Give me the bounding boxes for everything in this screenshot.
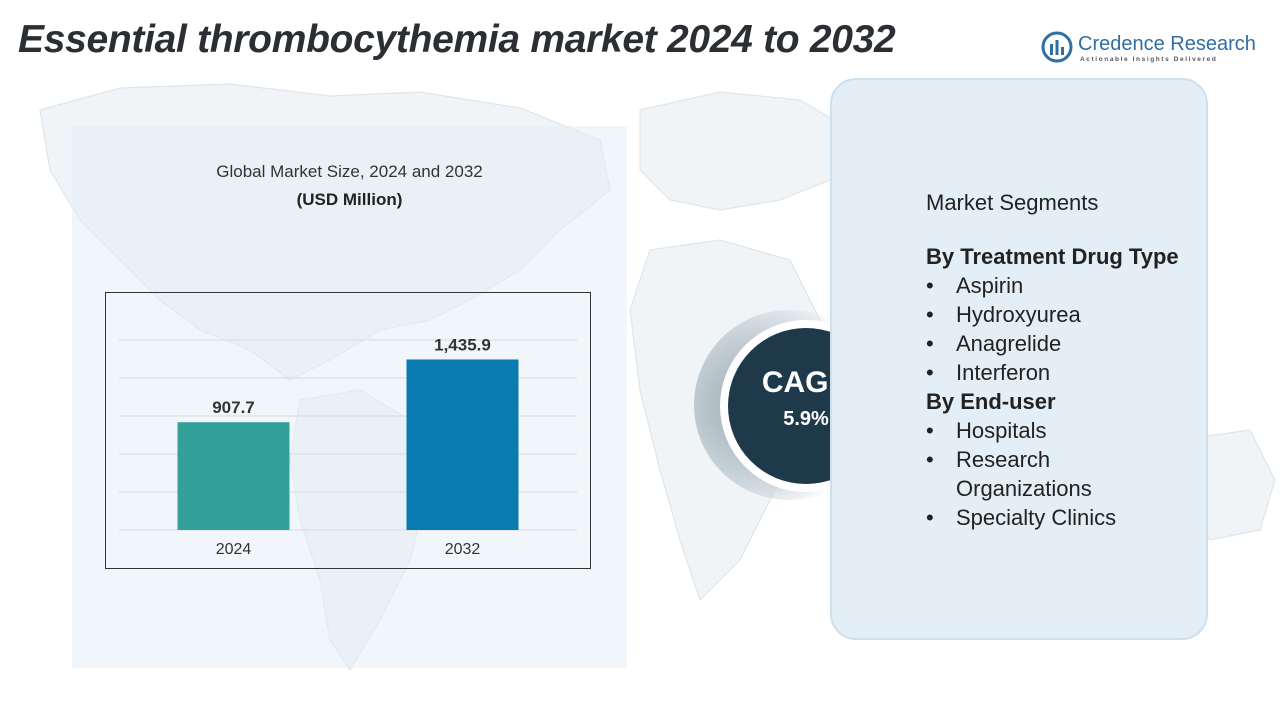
segment-item: Hydroxyurea [926, 300, 1226, 329]
chart-frame [105, 292, 591, 569]
segment-list-end-user: Hospitals Research Organizations Special… [926, 416, 1226, 532]
brand-logo: Credence Research Actionable Insights De… [1040, 30, 1270, 70]
page-title: Essential thrombocythemia market 2024 to… [18, 18, 896, 61]
segment-item: Anagrelide [926, 329, 1226, 358]
cagr-value: 5.9% [783, 408, 829, 430]
segments-heading: Market Segments [926, 190, 1099, 215]
brand-tagline: Actionable Insights Delivered [1080, 56, 1218, 63]
credence-logo-icon [1041, 31, 1073, 63]
segment-list-treatment: Aspirin Hydroxyurea Anagrelide Interfero… [926, 271, 1226, 387]
bar-chart: 907.7 2024 1,435.9 2032 [119, 335, 577, 558]
segment-item: Hospitals [926, 416, 1226, 445]
bar-2024 [177, 422, 290, 530]
segments-content: Market Segments By Treatment Drug Type A… [926, 190, 1226, 532]
bar-2032 [406, 359, 519, 530]
x-tick-label-2024: 2024 [216, 541, 252, 558]
data-label-2024: 907.7 [212, 398, 255, 417]
segment-group-title: By Treatment Drug Type [926, 244, 1179, 269]
brand-name: Credence Research [1078, 33, 1256, 55]
segment-item: Interferon [926, 358, 1226, 387]
chart-unit: (USD Million) [296, 190, 403, 209]
segment-item: Specialty Clinics [926, 503, 1226, 532]
segment-item: Aspirin [926, 271, 1226, 300]
segment-item: Research Organizations [926, 445, 1136, 503]
chart-subtitle: Global Market Size, 2024 and 2032 [216, 162, 483, 181]
segment-group-title: By End-user [926, 389, 1056, 414]
data-label-2032: 1,435.9 [434, 335, 491, 354]
chart-panel [72, 126, 627, 668]
x-tick-label-2032: 2032 [445, 541, 481, 558]
